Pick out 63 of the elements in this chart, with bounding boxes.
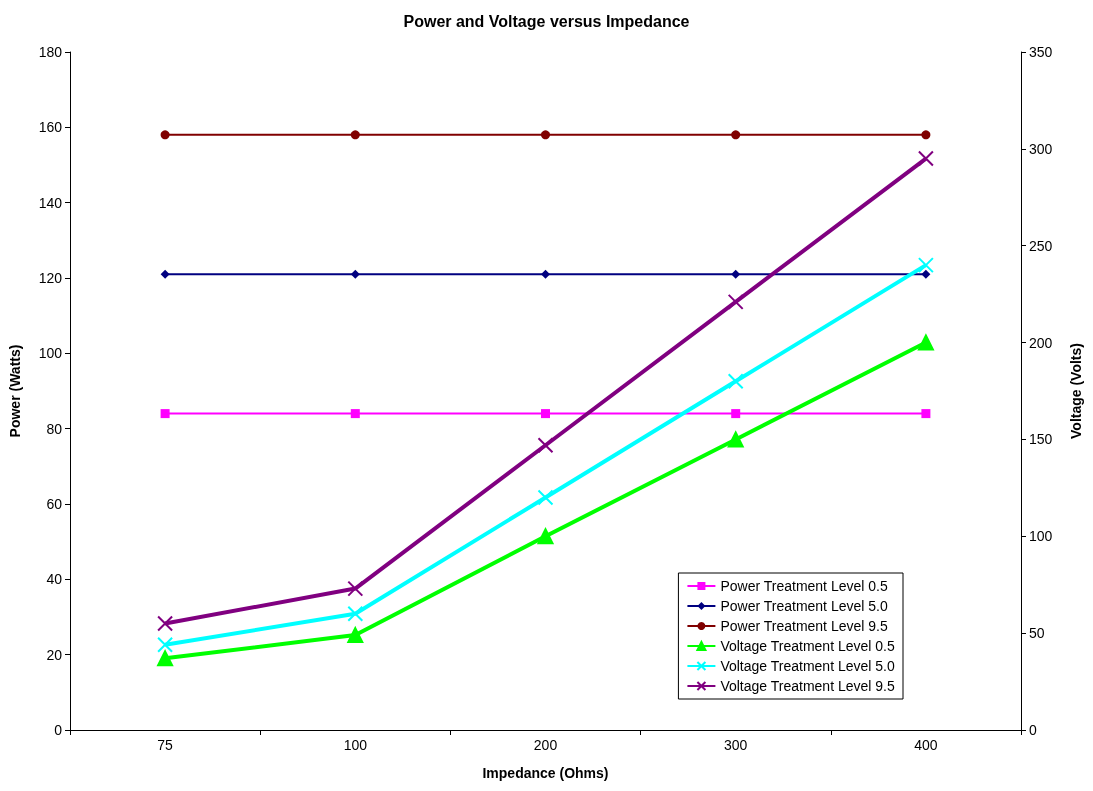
legend-label: Power Treatment Level 5.0 — [720, 598, 888, 614]
x-axis-title: Impedance (Ohms) — [482, 765, 609, 781]
y2-tick-label: 200 — [1029, 334, 1053, 351]
x-tick-label: 400 — [914, 737, 938, 753]
legend-label: Voltage Treatment Level 9.5 — [720, 678, 895, 694]
x-tick-label: 75 — [157, 737, 174, 753]
y-tick-label: 40 — [46, 571, 63, 588]
point — [347, 605, 364, 622]
point — [541, 130, 550, 140]
y2-tick-label: 350 — [1029, 44, 1053, 60]
y2-tick-label: 150 — [1029, 431, 1053, 448]
legend-label: Power Treatment Level 0.5 — [720, 578, 888, 594]
point — [921, 269, 931, 279]
y-tick-label: 140 — [38, 194, 63, 211]
point — [157, 615, 174, 632]
y-tick-label: 180 — [38, 44, 63, 60]
y2-tick-label: 100 — [1029, 528, 1053, 545]
y-tick-label: 20 — [46, 646, 63, 663]
point — [727, 431, 744, 448]
point — [350, 269, 360, 279]
point — [350, 409, 360, 419]
x-tick-label: 300 — [724, 737, 748, 753]
point — [917, 334, 934, 351]
y-tick-label: 0 — [54, 722, 63, 738]
point — [347, 580, 364, 597]
y2-tick-label: 300 — [1029, 140, 1053, 157]
y-tick-label: 160 — [38, 119, 63, 136]
point — [727, 373, 744, 390]
point — [160, 130, 170, 140]
point — [157, 636, 174, 653]
legend-label: Power Treatment Level 9.5 — [720, 618, 888, 634]
x-tick-label: 100 — [343, 737, 368, 753]
point — [917, 257, 934, 274]
point — [921, 130, 931, 140]
y-tick-label: 120 — [38, 270, 63, 286]
point — [731, 130, 741, 140]
point — [541, 409, 550, 419]
legend-label: Voltage Treatment Level 5.0 — [720, 658, 895, 674]
point — [537, 489, 554, 506]
point — [541, 269, 550, 279]
point — [731, 269, 741, 279]
y-tick-label: 100 — [38, 345, 63, 362]
x-tick-label: 200 — [533, 737, 558, 753]
point — [160, 269, 170, 279]
point — [921, 409, 931, 419]
point — [727, 293, 744, 310]
point — [537, 528, 554, 545]
point — [160, 409, 170, 419]
chart-title: Power and Voltage versus Impedance — [403, 12, 690, 30]
y-tick-label: 60 — [46, 496, 63, 512]
y2-tick-label: 250 — [1029, 237, 1053, 254]
y2-axis-title: Voltage (Volts) — [1068, 343, 1084, 439]
point — [537, 437, 554, 454]
point — [731, 409, 741, 419]
point — [347, 627, 364, 644]
point — [157, 650, 174, 667]
point — [350, 130, 360, 140]
y2-tick-label: 0 — [1029, 722, 1037, 738]
legend-label: Voltage Treatment Level 0.5 — [720, 638, 895, 654]
y-tick-label: 80 — [46, 420, 63, 437]
y-axis-title: Power (Watts) — [7, 344, 23, 438]
y2-tick-label: 50 — [1029, 625, 1045, 642]
point — [917, 150, 934, 167]
